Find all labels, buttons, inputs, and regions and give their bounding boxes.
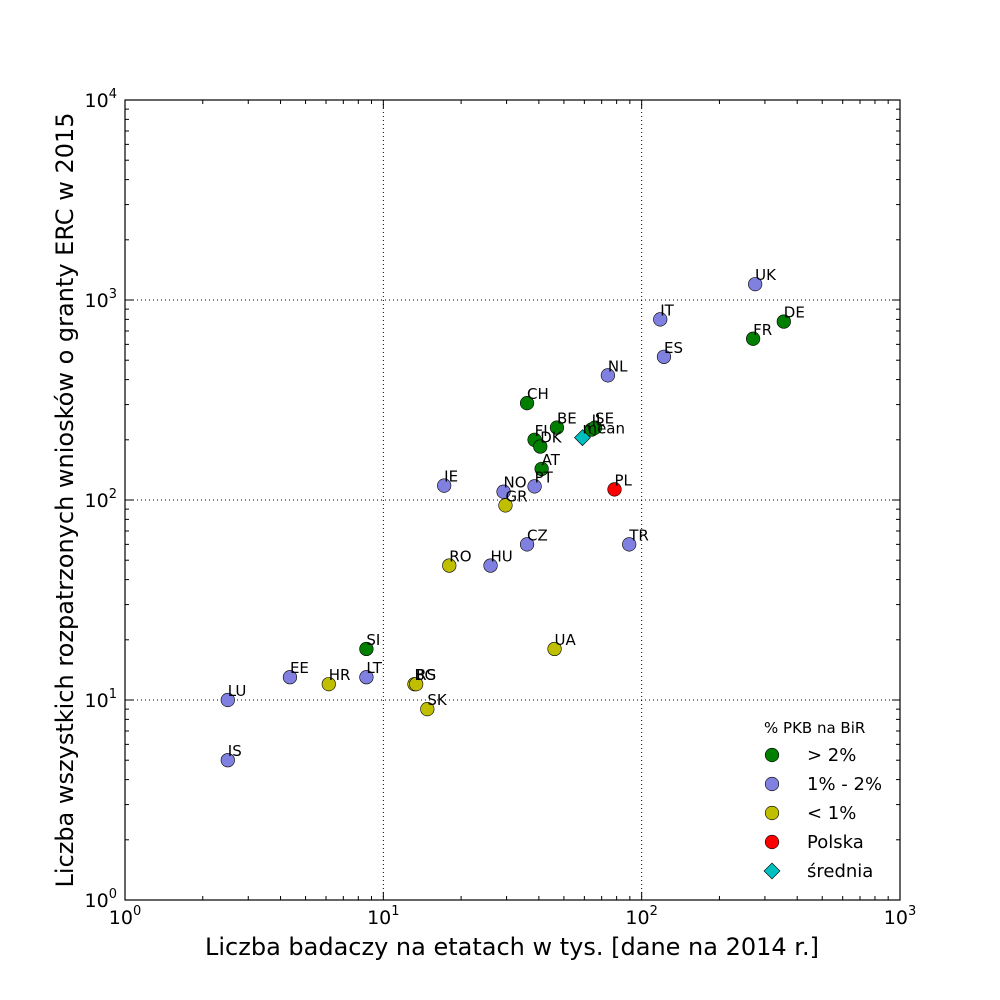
- point-label-gr: GR: [505, 487, 527, 505]
- data-point-sk: [420, 702, 435, 717]
- point-label-se: SE: [595, 410, 614, 428]
- point-label-de: DE: [784, 304, 805, 322]
- point-label-sk: SK: [427, 691, 448, 709]
- point-label-nl: NL: [608, 357, 628, 375]
- point-label-ie: IE: [444, 468, 458, 486]
- point-label-pt: PT: [535, 468, 554, 486]
- legend-title: % PKB na BiR: [764, 719, 865, 737]
- data-point-gr: [498, 498, 513, 513]
- data-point-pl: [607, 482, 622, 497]
- data-point-uk: [748, 277, 763, 292]
- legend-marker: [763, 862, 781, 880]
- point-label-hr: HR: [329, 666, 351, 684]
- data-point-lu: [220, 692, 235, 708]
- point-label-uk: UK: [755, 266, 777, 284]
- legend-marker: [764, 805, 780, 821]
- y-axis-label: Liczba wszystkich rozpatrzonych wniosków…: [51, 112, 79, 887]
- legend-label: < 1%: [807, 803, 856, 824]
- legend-label: 1% - 2%: [807, 774, 882, 795]
- data-point-fr: [746, 331, 761, 346]
- point-label-at: AT: [542, 451, 561, 469]
- point-label-cz: CZ: [527, 526, 548, 544]
- point-label-si: SI: [366, 631, 380, 649]
- legend-label: > 2%: [807, 745, 856, 766]
- data-point-pt: [527, 479, 542, 494]
- data-point-cz: [519, 537, 535, 552]
- data-point-be: [549, 420, 565, 435]
- point-label-rs: RS: [416, 666, 436, 684]
- point-label-es: ES: [664, 339, 683, 357]
- point-label-ch: CH: [527, 385, 549, 403]
- point-label-ee: EE: [290, 659, 309, 677]
- legend-label: Polska: [807, 832, 864, 853]
- point-label-pl: PL: [615, 471, 633, 489]
- data-point-si: [359, 641, 374, 657]
- data-point-es: [656, 349, 672, 364]
- point-label-it: IT: [660, 301, 674, 319]
- data-point-rs: [409, 677, 424, 692]
- point-label-ua: UA: [555, 631, 577, 649]
- data-point-no: [496, 484, 511, 499]
- point-label-lt: LT: [366, 659, 382, 677]
- point-label-lu: LU: [228, 682, 247, 700]
- data-point-de: [776, 314, 791, 329]
- point-label-hu: HU: [491, 548, 513, 566]
- data-points: [220, 277, 791, 768]
- data-point-ua: [547, 641, 562, 657]
- data-point-ee: [282, 670, 298, 685]
- data-point-lt: [359, 670, 374, 685]
- point-label-il: IL: [592, 412, 605, 430]
- data-point-mean: [574, 429, 591, 447]
- data-point-hu: [483, 558, 498, 573]
- data-point-it: [653, 312, 668, 327]
- grid: [125, 100, 900, 900]
- data-point-ch: [519, 396, 535, 411]
- data-point-tr: [622, 537, 637, 552]
- data-point-hr: [321, 677, 336, 692]
- data-point-nl: [600, 368, 615, 383]
- legend: % PKB na BiR > 2% 1% - 2% < 1% Polska średnia: [763, 719, 882, 882]
- legend-marker: [764, 776, 780, 792]
- point-label-tr: TR: [628, 526, 649, 544]
- data-point-se: [587, 420, 603, 435]
- point-label-fr: FR: [753, 321, 772, 339]
- x-axis-label: Liczba badaczy na etatach w tys. [dane n…: [205, 933, 819, 961]
- point-label-is: IS: [228, 742, 242, 760]
- point-label-ro: RO: [449, 548, 471, 566]
- point-label-dk: DK: [540, 429, 563, 447]
- data-point-ie: [437, 478, 452, 493]
- point-label-mean: mean: [582, 420, 625, 438]
- legend-label: średnia: [807, 861, 873, 882]
- data-point-at: [534, 461, 549, 477]
- legend-marker: [764, 834, 780, 850]
- point-label-fi: FI: [535, 422, 548, 440]
- data-point-ro: [442, 558, 457, 573]
- legend-marker: [764, 747, 780, 763]
- point-label-bg: BG: [414, 666, 436, 684]
- point-label-be: BE: [557, 410, 577, 428]
- data-point-is: [220, 753, 235, 768]
- data-point-dk: [533, 439, 548, 454]
- point-label-no: NO: [504, 474, 527, 492]
